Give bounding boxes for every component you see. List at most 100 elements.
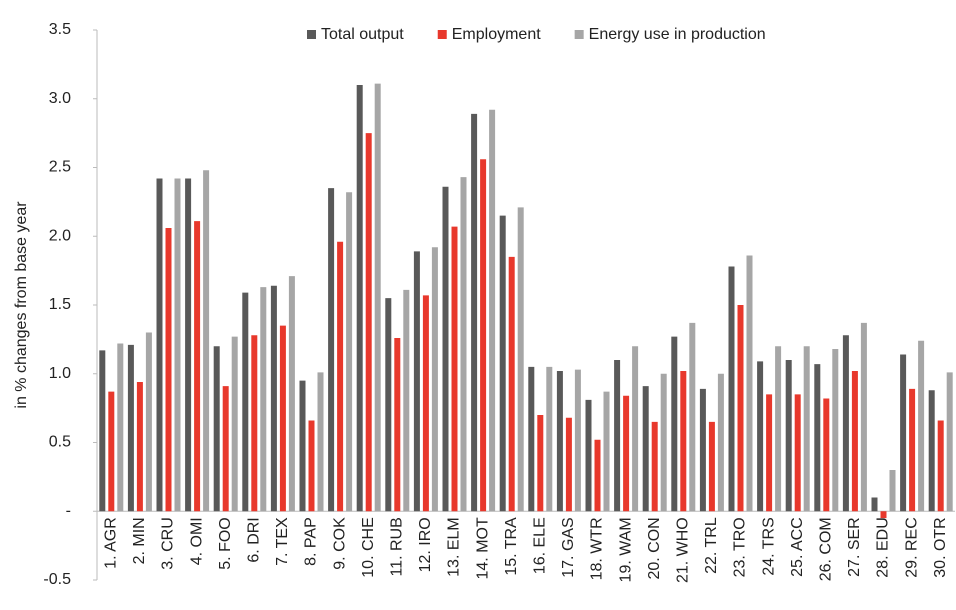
- x-tick-label: 18. WTR: [589, 517, 606, 580]
- bar: [136, 382, 143, 512]
- bar: [356, 85, 363, 512]
- bar: [689, 322, 696, 512]
- bar: [603, 391, 610, 512]
- bar: [785, 360, 792, 512]
- x-tick-label: 13. ELM: [446, 517, 463, 577]
- bar: [528, 366, 535, 512]
- y-tick-label: 2.0: [49, 227, 71, 244]
- legend-swatch: [307, 30, 316, 39]
- x-tick-label: 28. EDU: [875, 517, 892, 577]
- bar: [614, 360, 621, 512]
- bar: [623, 395, 630, 512]
- x-tick-label: 1. AGR: [103, 517, 120, 569]
- y-tick-label: 3.5: [49, 21, 71, 38]
- x-tick-label: 24. TRS: [760, 517, 777, 575]
- bar: [860, 322, 867, 512]
- bar: [385, 298, 392, 512]
- y-tick-label: -0.5: [43, 571, 71, 588]
- bar: [775, 346, 782, 512]
- bar: [814, 364, 821, 512]
- x-tick-label: 19. WAM: [617, 517, 634, 582]
- bar: [508, 256, 515, 512]
- legend-label: Employment: [452, 26, 541, 43]
- bar: [108, 391, 115, 512]
- x-tick-label: 6. DRI: [246, 517, 263, 562]
- bar: [413, 251, 420, 512]
- legend-swatch: [574, 30, 584, 39]
- bar: [365, 133, 372, 512]
- x-tick-label: 25. ACC: [789, 517, 806, 577]
- bar: [422, 295, 429, 512]
- bar: [308, 420, 315, 512]
- bar: [546, 366, 553, 512]
- bar: [889, 470, 896, 512]
- bar: [928, 390, 935, 512]
- legend-label: Total output: [321, 26, 404, 43]
- y-tick-label: 0.5: [49, 434, 71, 451]
- bar: [680, 371, 687, 512]
- bar: [728, 266, 735, 512]
- bar: [213, 346, 220, 512]
- y-axis-label: in % changes from base year: [13, 201, 30, 409]
- x-tick-label: 15. TRA: [503, 517, 520, 576]
- bar: [803, 346, 810, 512]
- x-tick-label: 27. SER: [846, 517, 863, 577]
- bar: [660, 373, 667, 512]
- bar: [842, 335, 849, 512]
- bar: [708, 421, 715, 512]
- bar: [242, 292, 249, 512]
- bar: [671, 336, 678, 512]
- y-tick-label: -: [66, 502, 71, 519]
- x-tick-label: 14. MOT: [474, 517, 491, 579]
- bar: [946, 372, 953, 512]
- x-tick-label: 5. FOO: [217, 517, 234, 569]
- x-tick-label: 26. COM: [818, 517, 835, 581]
- bar: [451, 226, 458, 512]
- bar: [165, 228, 172, 512]
- bar: [794, 394, 801, 512]
- bar: [594, 439, 601, 512]
- x-tick-label: 8. PAP: [303, 517, 320, 566]
- bar: [937, 420, 944, 512]
- bar: [203, 170, 210, 512]
- y-tick-label: 2.5: [49, 159, 71, 176]
- bar: [288, 276, 295, 512]
- legend-label: Energy use in production: [589, 26, 766, 43]
- bar: [746, 255, 753, 512]
- x-tick-label: 10. CHE: [360, 517, 377, 577]
- bar: [574, 369, 581, 512]
- bar: [517, 207, 524, 512]
- bar: [823, 398, 830, 512]
- bar: [642, 386, 649, 512]
- bar: [871, 497, 878, 512]
- bar: [99, 350, 106, 512]
- x-tick-label: 17. GAS: [560, 517, 577, 577]
- x-tick-label: 20. CON: [646, 517, 663, 579]
- bar: [651, 421, 658, 512]
- bar: [346, 192, 353, 512]
- bar: [757, 361, 764, 512]
- bar: [117, 343, 124, 512]
- x-tick-label: 2. MIN: [131, 517, 148, 564]
- bar: [442, 186, 449, 512]
- bar: [145, 332, 152, 512]
- bar: [431, 247, 438, 512]
- bar: [717, 373, 724, 512]
- y-tick-label: 1.5: [49, 296, 71, 313]
- bar: [317, 372, 324, 512]
- bar: [832, 349, 839, 512]
- bar: [222, 386, 229, 512]
- bar: [260, 287, 267, 512]
- bar: [537, 415, 544, 512]
- bar: [403, 289, 410, 512]
- bar: [565, 417, 572, 512]
- bar: [299, 380, 306, 512]
- legend-swatch: [437, 30, 447, 39]
- bar: [460, 177, 467, 512]
- bar: [127, 344, 134, 512]
- x-tick-label: 30. OTR: [932, 517, 949, 577]
- bar: [270, 285, 277, 512]
- x-tick-label: 21. WHO: [675, 517, 692, 583]
- bar: [632, 346, 639, 512]
- bar: [585, 399, 592, 512]
